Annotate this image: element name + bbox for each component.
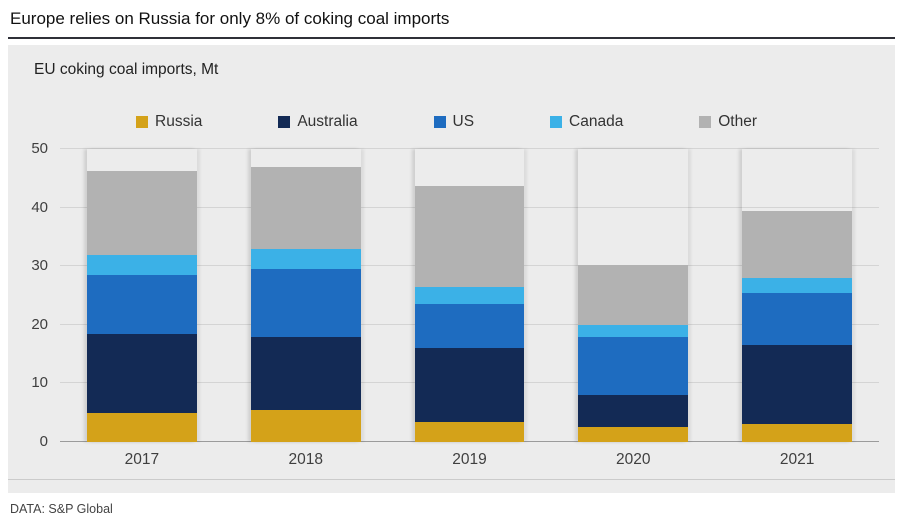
legend-label-other: Other — [718, 113, 757, 130]
plot-wrapper: 0 10 20 30 40 50 — [8, 140, 895, 450]
legend-item-other: Other — [699, 113, 757, 131]
chart-subtitle: EU coking coal imports, Mt — [34, 61, 219, 78]
legend-label-canada: Canada — [569, 113, 624, 130]
legend-label-australia: Australia — [297, 113, 358, 130]
bar-segment-canada-2018 — [250, 248, 361, 270]
bar-segment-other-2019 — [414, 185, 525, 287]
stacked-bar-2020 — [578, 149, 689, 442]
legend-swatch-canada — [550, 116, 563, 128]
y-tick-label-50: 50 — [31, 140, 48, 157]
bar-segment-other-2018 — [250, 166, 361, 249]
bar-slot-2021 — [715, 149, 879, 442]
legend-item-canada: Canada — [550, 113, 623, 131]
x-tick-label-2019: 2019 — [452, 451, 487, 468]
y-axis: 0 10 20 30 40 50 — [8, 140, 60, 450]
legend-swatch-other — [699, 116, 712, 128]
y-tick-label-40: 40 — [31, 198, 48, 216]
bar-slot-2018 — [224, 149, 388, 442]
x-axis: 2017 2018 2019 2020 2021 — [60, 451, 879, 469]
bar-segment-australia-2017 — [87, 333, 197, 413]
bar-segment-russia-2017 — [87, 412, 197, 442]
stacked-bar-2017 — [87, 149, 197, 442]
legend-swatch-russia — [136, 116, 148, 128]
y-tick-label-20: 20 — [31, 315, 48, 333]
bar-segment-us-2019 — [414, 304, 525, 349]
axis-bottom-divider — [8, 479, 895, 480]
page-title: Europe relies on Russia for only 8% of c… — [10, 9, 450, 28]
bar-segment-russia-2019 — [414, 421, 525, 442]
plot-area — [60, 148, 879, 442]
stacked-bar-2021 — [742, 149, 852, 442]
bar-segment-us-2017 — [87, 275, 197, 334]
bar-slot-2019 — [388, 149, 552, 442]
legend-item-russia: Russia — [136, 113, 202, 131]
bar-segment-us-2021 — [742, 292, 852, 346]
bar-segment-canada-2019 — [414, 286, 525, 305]
chart-legend: Russia Australia US Canada Other — [136, 113, 757, 131]
bar-segment-other-2021 — [742, 210, 852, 278]
legend-label-russia: Russia — [155, 113, 203, 130]
x-tick-label-2018: 2018 — [288, 451, 323, 468]
bar-segment-australia-2021 — [742, 345, 852, 425]
bar-segment-russia-2021 — [742, 424, 852, 442]
bars-container — [60, 149, 879, 442]
stacked-bar-2019 — [414, 149, 525, 442]
stacked-bar-2018 — [250, 149, 361, 442]
x-tick-label-2021: 2021 — [779, 451, 815, 468]
y-tick-label-10: 10 — [31, 374, 48, 392]
bar-slot-2020 — [551, 149, 715, 442]
chart-panel: EU coking coal imports, Mt Russia Austral… — [8, 45, 895, 493]
y-tick-label-0: 0 — [39, 433, 48, 450]
legend-item-australia: Australia — [278, 113, 358, 131]
bar-segment-other-2020 — [578, 265, 689, 325]
bar-segment-canada-2020 — [578, 324, 689, 337]
y-tick-label-30: 30 — [31, 257, 48, 275]
bar-segment-canada-2021 — [742, 277, 852, 293]
bar-segment-russia-2020 — [578, 427, 689, 442]
legend-item-us: US — [433, 113, 475, 131]
bar-slot-2017 — [60, 149, 224, 442]
bar-segment-australia-2018 — [250, 336, 361, 410]
bar-segment-us-2020 — [578, 336, 689, 396]
bar-segment-other-2017 — [87, 171, 197, 255]
bar-segment-australia-2020 — [578, 395, 689, 428]
legend-swatch-australia — [278, 116, 291, 128]
data-source: DATA: S&P Global — [10, 502, 113, 516]
legend-label-us: US — [452, 113, 475, 130]
x-tick-label-2020: 2020 — [616, 451, 651, 468]
bar-segment-us-2018 — [250, 269, 361, 337]
bar-segment-russia-2018 — [250, 409, 361, 442]
gridline-50 — [60, 148, 879, 149]
title-divider — [8, 37, 895, 39]
x-tick-label-2017: 2017 — [124, 451, 160, 468]
bar-segment-australia-2019 — [414, 348, 525, 422]
legend-swatch-us — [433, 116, 446, 128]
bar-segment-canada-2017 — [87, 254, 197, 275]
